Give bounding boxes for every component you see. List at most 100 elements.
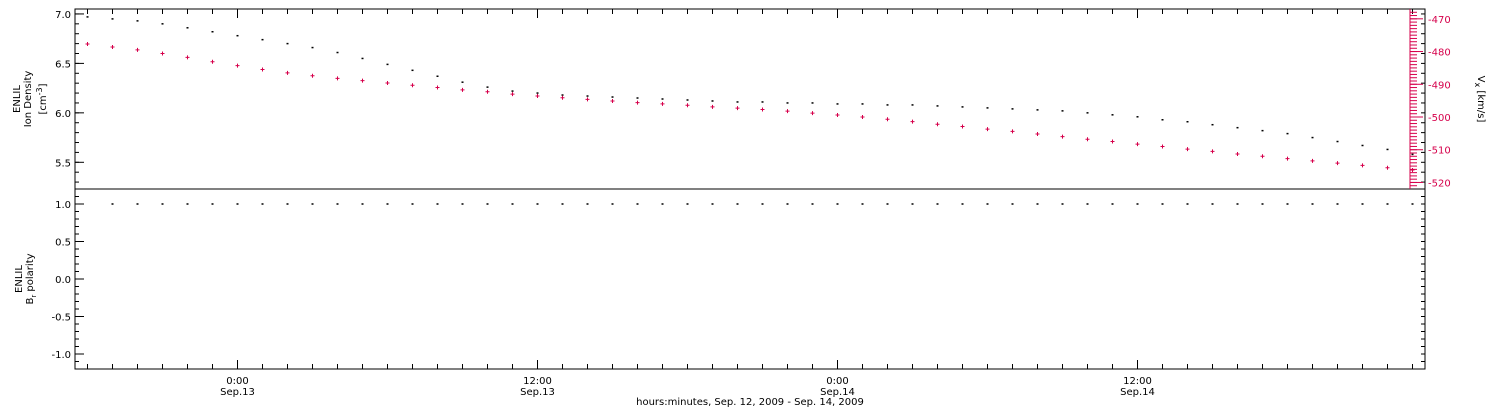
polarity-point [1086, 203, 1089, 205]
polarity-point [1161, 203, 1164, 205]
vx-point [135, 47, 140, 52]
density-point [236, 34, 239, 37]
density-point [1361, 144, 1364, 147]
x-tick-label-time: 12:00 [523, 376, 552, 387]
density-point [586, 95, 589, 97]
polarity-point [736, 203, 739, 205]
vx-series [85, 42, 1415, 173]
vx-point [810, 111, 815, 116]
vx-point [560, 95, 565, 100]
polarity-point [561, 203, 564, 205]
vx-point [960, 124, 965, 129]
polarity-point [911, 203, 914, 205]
density-point [1286, 132, 1289, 135]
density-axis-tick-label: 6.0 [55, 109, 71, 120]
density-point [1161, 119, 1164, 121]
bottom-left-axis-label: ENLIL Br polarity [14, 253, 38, 304]
vx-point [1385, 165, 1390, 170]
density-point [761, 101, 764, 103]
vx-label-units: [km/s] [1475, 87, 1486, 122]
polarity-point [1061, 203, 1064, 205]
x-tick-label-date: Sep.13 [220, 387, 255, 398]
vx-point [85, 42, 90, 47]
polarity-point [386, 203, 389, 205]
polarity-point [711, 203, 714, 205]
polarity-point [961, 203, 964, 205]
vx-point [335, 76, 340, 81]
density-point [786, 102, 789, 104]
polarity-point [236, 203, 239, 205]
density-point [1336, 140, 1339, 143]
density-point [611, 96, 614, 98]
polarity-point [161, 203, 164, 205]
density-point [1261, 129, 1264, 132]
density-point [686, 99, 689, 101]
polarity-point [761, 203, 764, 205]
vx-point [860, 115, 865, 119]
vx-point [110, 44, 115, 49]
top-panel-frame [74, 8, 1426, 190]
density-point [336, 51, 339, 54]
density-point [1136, 116, 1139, 118]
polarity-point [686, 203, 689, 205]
density-point [86, 16, 89, 18]
vx-point [685, 103, 690, 108]
density-point [861, 103, 864, 105]
vx-label: Vx [km/s] [1473, 76, 1486, 123]
density-point [286, 42, 289, 45]
bottom-left-label-line2: Br polarity [25, 253, 38, 304]
density-point [1386, 148, 1389, 151]
polarity-point [511, 203, 514, 205]
vx-point [285, 70, 290, 75]
density-point [636, 97, 639, 99]
vx-point [310, 73, 315, 78]
polarity-point [1411, 203, 1414, 205]
vx-point [1235, 151, 1240, 156]
density-point [1086, 112, 1089, 114]
density-point [1111, 114, 1114, 116]
density-point [836, 103, 839, 105]
polarity-point [661, 203, 664, 205]
vx-point [510, 92, 515, 97]
polarity-point [986, 203, 989, 205]
density-point [1061, 110, 1064, 112]
vx-tick-label: -520 [1428, 178, 1451, 189]
polarity-axis-tick-label: -1.0 [51, 350, 71, 361]
vx-tick-label: -480 [1428, 48, 1451, 59]
vx-point [1085, 137, 1090, 142]
density-point [1011, 108, 1014, 110]
polarity-point [1186, 203, 1189, 205]
vx-point [1160, 144, 1165, 149]
vx-point [1360, 163, 1365, 168]
density-axis-tick-label: 7.0 [55, 10, 71, 21]
polarity-axis-tick-label: 0.0 [55, 275, 71, 286]
vx-point [835, 113, 840, 118]
polarity-axis-tick-label: 0.5 [55, 238, 71, 249]
polarity-point [1111, 203, 1114, 205]
units-open: [cm [38, 95, 49, 114]
vx-point [610, 98, 615, 103]
vx-point [260, 67, 265, 72]
density-point [1036, 109, 1039, 111]
top-right-axis-label: Vx [km/s] [1473, 76, 1486, 123]
vx-point [1285, 156, 1290, 161]
polarity-point [111, 203, 114, 205]
vx-tick-label: -470 [1428, 15, 1451, 26]
polarity-point [286, 203, 289, 205]
polarity-point [211, 203, 214, 205]
vx-point [360, 78, 365, 83]
polarity-point [136, 203, 139, 205]
vx-label-sub: x [1473, 83, 1482, 88]
density-point [911, 104, 914, 106]
density-point [411, 69, 414, 72]
top-left-label-line1: ENLIL [12, 85, 23, 113]
vx-point [1335, 161, 1340, 166]
polarity-axis-tick-label: -0.5 [51, 313, 71, 324]
vx-tick-label: -500 [1428, 113, 1451, 124]
x-tick-label-date: Sep.14 [1120, 387, 1155, 398]
polarity-point [411, 203, 414, 205]
density-point [1236, 126, 1239, 129]
density-point [986, 107, 989, 109]
vx-point [485, 89, 490, 94]
vx-point [635, 100, 640, 105]
